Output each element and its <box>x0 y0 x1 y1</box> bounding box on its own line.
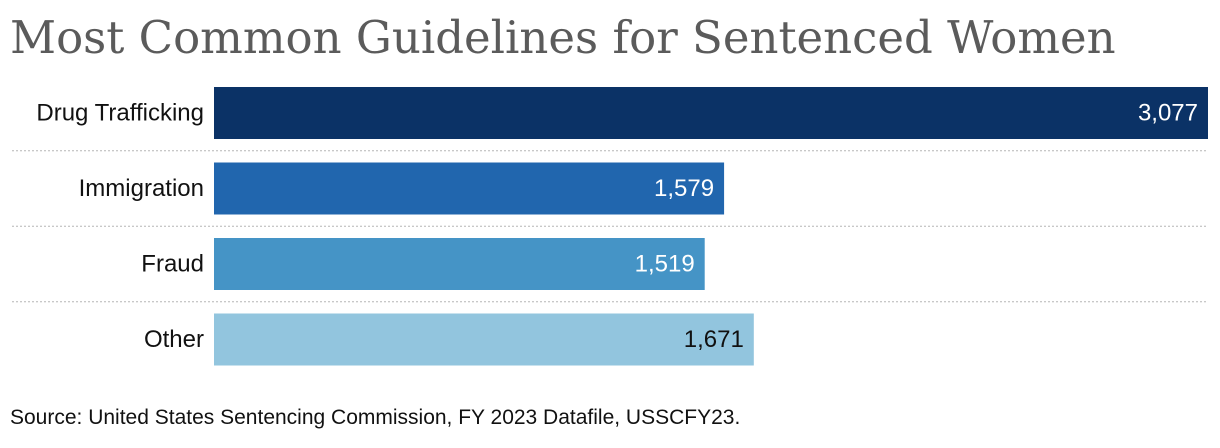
bar-immigration <box>214 162 725 215</box>
category-label-immigration: Immigration <box>79 175 204 202</box>
bars-group <box>214 87 1208 366</box>
value-label-immigration: 1,579 <box>654 175 714 202</box>
bar-other <box>214 313 754 366</box>
category-label-fraud: Fraud <box>141 251 204 278</box>
value-label-drug-trafficking: 3,077 <box>1138 100 1198 127</box>
row-separators <box>12 150 1208 303</box>
bar-fraud <box>214 238 705 290</box>
value-label-other: 1,671 <box>684 326 744 353</box>
value-labels: 3,077 1,579 1,519 1,671 <box>635 100 1198 354</box>
chart-title: Most Common Guidelines for Sentenced Wom… <box>10 11 1116 64</box>
source-note: Source: United States Sentencing Commiss… <box>10 406 741 429</box>
value-label-fraud: 1,519 <box>635 251 695 278</box>
category-label-drug-trafficking: Drug Trafficking <box>36 100 204 127</box>
category-label-other: Other <box>144 326 204 353</box>
bar-drug-trafficking <box>214 87 1208 139</box>
category-labels: Drug Trafficking Immigration Fraud Other <box>36 100 204 354</box>
